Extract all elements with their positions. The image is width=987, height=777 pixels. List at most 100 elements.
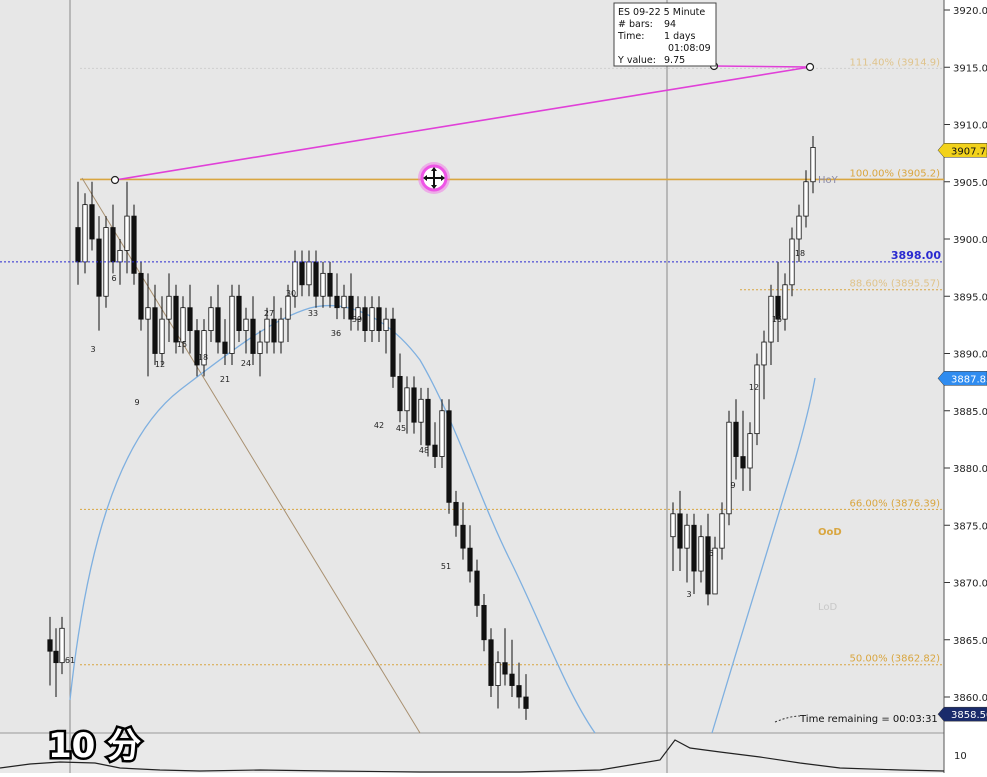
y-tick-label: 3875.00 xyxy=(953,521,987,532)
bar-count-label: 6 xyxy=(111,274,116,283)
candle-body xyxy=(194,330,200,366)
candle-body xyxy=(348,295,354,320)
candle-body xyxy=(355,307,361,320)
measure-time-hms: 01:08:09 xyxy=(668,43,711,54)
price-tag-label: 3858.50 xyxy=(951,710,987,721)
price-tag-shape xyxy=(937,143,987,158)
candle-body xyxy=(803,181,809,217)
bar-count-label: 36 xyxy=(331,329,341,338)
candle-body xyxy=(761,341,767,366)
bar-count-label: 39 xyxy=(352,315,362,324)
candle-body xyxy=(369,307,375,332)
price-tag-label: 3907.75 xyxy=(951,146,987,157)
measure-line xyxy=(114,66,811,181)
moving-average xyxy=(69,304,816,734)
bar-count-label: 30 xyxy=(286,289,296,298)
price-tag-shape xyxy=(937,371,987,386)
candle-body xyxy=(670,513,676,538)
candle-body xyxy=(59,627,65,664)
y-tick-label: 3870.00 xyxy=(953,579,987,590)
y-tick-label: 3905.00 xyxy=(953,178,987,189)
measure-time-days: 1 days xyxy=(664,31,696,42)
time-remaining-label: Time remaining = 00:03:31 xyxy=(799,714,938,725)
bar-count-label: 15 xyxy=(772,315,782,324)
candle-body xyxy=(180,307,186,343)
indicator-line xyxy=(0,739,945,773)
measure-handle[interactable] xyxy=(110,175,120,185)
candle-body xyxy=(271,318,277,343)
measure-handle[interactable] xyxy=(805,62,815,72)
bar-count-label: 6 xyxy=(708,549,713,558)
measure-tool[interactable]: ES 09-22 5 Minute# bars: 94 Time: 1 days01:… xyxy=(110,2,815,185)
candles xyxy=(47,135,816,720)
candle-body xyxy=(278,318,284,343)
candle-body xyxy=(236,295,242,331)
video-caption: 10 分 xyxy=(48,726,141,766)
candle-body xyxy=(418,398,424,423)
candle-body xyxy=(516,685,522,698)
candle-body xyxy=(75,227,81,263)
candle-body xyxy=(488,639,494,686)
bar-count-label: 12 xyxy=(155,360,165,369)
moving-average-line xyxy=(711,377,816,734)
price-tag-shape xyxy=(937,706,987,722)
bar-count-label: 3 xyxy=(90,345,95,354)
candle-body xyxy=(439,410,445,457)
y-tick-label: 3915.00 xyxy=(953,63,987,74)
candle-body xyxy=(698,536,704,572)
y-tick-label: 3890.00 xyxy=(953,350,987,361)
price-axis-background xyxy=(944,0,987,773)
candle-body xyxy=(299,261,305,286)
candle-body xyxy=(201,330,207,366)
candle-body xyxy=(677,513,683,549)
fib-level-label: 88.60% (3895.57) xyxy=(850,279,941,290)
price-axis[interactable]: 3920.00 3915.00 3910.00 3905.00 3900.00 3895.… xyxy=(943,0,987,773)
bar-count-label: 33 xyxy=(308,309,318,318)
y-tick-label: 3900.00 xyxy=(953,235,987,246)
candle-body xyxy=(47,639,53,652)
candle-body xyxy=(719,513,725,549)
drag-cursor-icon[interactable] xyxy=(418,162,450,194)
candle-body xyxy=(131,215,137,274)
candle-body xyxy=(376,307,382,332)
ood-tag: OoD xyxy=(818,527,842,538)
bar-count-label: 24 xyxy=(241,359,251,368)
candle-body xyxy=(495,662,501,686)
bar-count-label: 12 xyxy=(749,383,759,392)
candle-body xyxy=(341,295,347,309)
candle-body xyxy=(523,696,529,709)
candle-body xyxy=(243,318,249,331)
candle-body xyxy=(222,341,228,354)
indicator-axis-label: 10 xyxy=(954,751,967,762)
candle-body xyxy=(474,570,480,606)
candle-body xyxy=(152,307,158,354)
y-tick-label: 3860.00 xyxy=(953,693,987,704)
candle-body xyxy=(705,536,711,595)
bar-count-label: 9 xyxy=(730,481,735,490)
measure-y-key: Y value: xyxy=(617,55,656,66)
candle-body xyxy=(334,295,340,309)
candle-body xyxy=(453,501,459,526)
y-tick-label: 3920.00 xyxy=(953,6,987,17)
bar-count-label: 61 xyxy=(65,656,75,665)
candle-body xyxy=(264,318,270,343)
trend-line xyxy=(81,177,421,734)
fib-level-label: 111.40% (3914.9) xyxy=(850,57,941,68)
candle-body xyxy=(173,295,179,343)
price-level-line[interactable]: 3898.00 xyxy=(0,249,944,263)
y-tick-label: 3910.00 xyxy=(953,121,987,132)
measure-line xyxy=(713,65,811,68)
lod-tag: LoD xyxy=(818,602,838,613)
candle-body xyxy=(768,295,774,343)
candle-body xyxy=(726,421,732,515)
measure-time-key: Time: xyxy=(617,31,644,42)
candle-body xyxy=(53,650,59,664)
fib-level-label: 66.00% (3876.39) xyxy=(850,498,941,509)
indicator-panel xyxy=(0,733,944,773)
candle-body xyxy=(138,272,144,320)
candle-body xyxy=(467,547,473,572)
candle-body xyxy=(292,261,298,297)
candle-body xyxy=(691,524,697,572)
